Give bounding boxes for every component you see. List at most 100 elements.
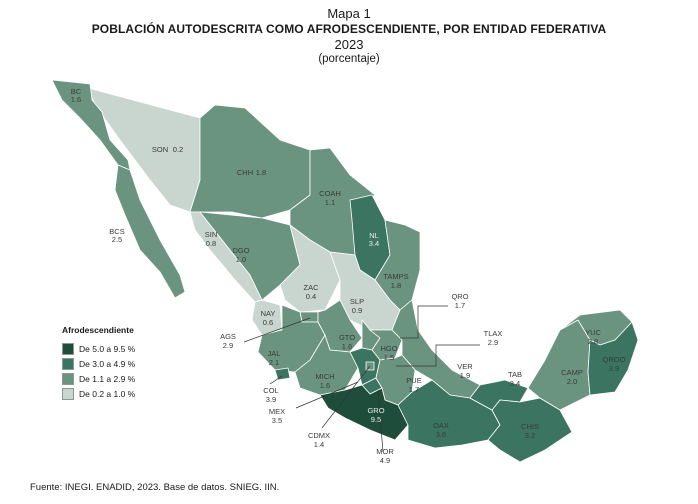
label-sin-value: 0.8: [206, 239, 216, 248]
label-slp-abbr: SLP: [350, 297, 364, 306]
legend-label: De 0.2 a 1.0 %: [79, 388, 136, 399]
label-chh-value: 1.8: [256, 168, 266, 177]
label-mich-value: 1.6: [320, 381, 330, 390]
label-tlax-abbr: TLAX: [484, 329, 503, 338]
state-col: [274, 367, 291, 381]
state-chh: [189, 104, 311, 219]
state-camp: [527, 319, 591, 411]
state-chis: [487, 397, 573, 463]
legend-swatch: [62, 357, 74, 370]
label-ags-abbr: AGS: [220, 332, 236, 341]
label-son-value: 0.2: [173, 145, 183, 154]
label-yuc-abbr: YUC: [585, 328, 601, 337]
label-col-value: 3.9: [266, 395, 276, 404]
label-gto-value: 1.6: [342, 342, 352, 351]
label-son-abbr: SON: [152, 145, 168, 154]
leader-mex: [295, 381, 359, 409]
legend-label: De 5.0 a 9.5 %: [79, 343, 136, 354]
map-unit: (porcentaje): [318, 53, 380, 65]
label-tamps-value: 1.8: [391, 281, 401, 290]
legend-swatch: [62, 387, 74, 400]
map-legend: Afrodescendiente De 5.0 a 9.5 % De 3.0 a…: [62, 325, 202, 401]
label-zac-abbr: ZAC: [304, 283, 320, 292]
label-sin-abbr: SIN: [205, 230, 218, 239]
label-tlax-value: 2.9: [488, 338, 498, 347]
label-col-abbr: COL: [263, 386, 278, 395]
label-tab-value: 3.4: [510, 379, 520, 388]
label-camp-abbr: CAMP: [561, 368, 583, 377]
leader-ags: [243, 317, 311, 343]
label-dgo-value: 1.0: [236, 255, 246, 264]
label-dgo-abbr: DGO: [232, 246, 249, 255]
label-yuc-value: 2.8: [588, 337, 598, 346]
state-gto: [317, 299, 363, 353]
label-oax-value: 3.6: [436, 430, 446, 439]
map-title: POBLACIÓN AUTODESCRITA COMO AFRODESCENDI…: [91, 22, 607, 36]
state-zac: [279, 224, 341, 313]
label-bc-abbr: BC: [71, 87, 82, 96]
label-nay-value: 0.6: [263, 318, 273, 327]
label-coah-value: 1.1: [325, 198, 335, 207]
label-mex-value: 3.5: [272, 416, 282, 425]
label-hgo-value: 1.5: [384, 353, 394, 362]
label-jal-abbr: JAL: [268, 349, 281, 358]
label-tab-abbr: TAB: [508, 370, 522, 379]
state-bc: [51, 79, 131, 171]
label-pue-value: 1.7: [409, 385, 419, 394]
label-nay-abbr: NAY: [261, 309, 276, 318]
label-camp-value: 2.0: [567, 377, 577, 386]
label-chis-value: 3.2: [525, 431, 535, 440]
label-bcs-value: 2.5: [112, 235, 122, 244]
label-nl-abbr: NL: [369, 231, 379, 240]
label-gto-abbr: GTO: [339, 333, 355, 342]
label-cdmx-value: 1.4: [314, 440, 324, 449]
legend-item: De 3.0 a 4.9 %: [62, 356, 202, 371]
label-slp-value: 0.9: [352, 306, 362, 315]
legend-item: De 0.2 a 1.0 %: [62, 386, 202, 401]
legend-swatch: [62, 342, 74, 355]
label-qroo-value: 3.9: [609, 364, 619, 373]
source-note: Fuente: INEGI. ENADID, 2023. Base de dat…: [30, 482, 280, 493]
leader-tlax: [396, 344, 480, 367]
label-mor-abbr: MOR: [376, 447, 394, 456]
map-year: 2023: [334, 37, 364, 52]
label-nl-value: 3.4: [369, 239, 379, 248]
label-bcs-abbr: BCS: [109, 227, 124, 236]
legend-title: Afrodescendiente: [62, 325, 134, 335]
label-oax-abbr: OAX: [433, 421, 449, 430]
label-mor-value: 4.9: [380, 456, 390, 465]
label-bc-value: 1.6: [71, 95, 81, 104]
leader-qro: [400, 305, 448, 339]
legend-swatch: [62, 372, 74, 385]
label-qro-abbr: QRO: [451, 292, 468, 301]
label-qro-value: 1.7: [455, 301, 465, 310]
leader-mor: [377, 389, 384, 453]
label-tamps-abbr: TAMPS: [383, 272, 408, 281]
label-cdmx-abbr: CDMX: [308, 431, 330, 440]
label-gro-abbr: GRO: [367, 406, 384, 415]
state-bcs: [114, 164, 186, 299]
legend-label: De 3.0 a 4.9 %: [79, 358, 136, 369]
label-chh-abbr: CHH: [237, 168, 253, 177]
label-jal-value: 2.1: [269, 358, 279, 367]
label-chis-abbr: CHIS: [521, 422, 539, 431]
legend-label: De 1.1 a 2.9 %: [79, 373, 136, 384]
label-qroo-abbr: QROO: [603, 355, 626, 364]
label-coah-abbr: COAH: [319, 189, 341, 198]
label-ags-value: 2.9: [223, 341, 233, 350]
legend-item: De 1.1 a 2.9 %: [62, 371, 202, 386]
label-mex-abbr: MEX: [269, 407, 285, 416]
state-qroo: [587, 321, 639, 396]
label-gro-value: 9.5: [371, 415, 381, 424]
label-ver-abbr: VER: [457, 362, 473, 371]
label-pue-abbr: PUE: [406, 376, 421, 385]
legend-item: De 5.0 a 9.5 %: [62, 341, 202, 356]
map-header: Mapa 1 POBLACIÓN AUTODESCRITA COMO AFROD…: [0, 6, 698, 66]
map-number: Mapa 1: [327, 6, 371, 21]
label-ver-value: 1.9: [460, 371, 470, 380]
leader-cdmx: [321, 365, 371, 429]
label-mich-abbr: MICH: [315, 372, 334, 381]
label-hgo-abbr: HGO: [380, 344, 397, 353]
label-zac-value: 0.4: [306, 292, 316, 301]
